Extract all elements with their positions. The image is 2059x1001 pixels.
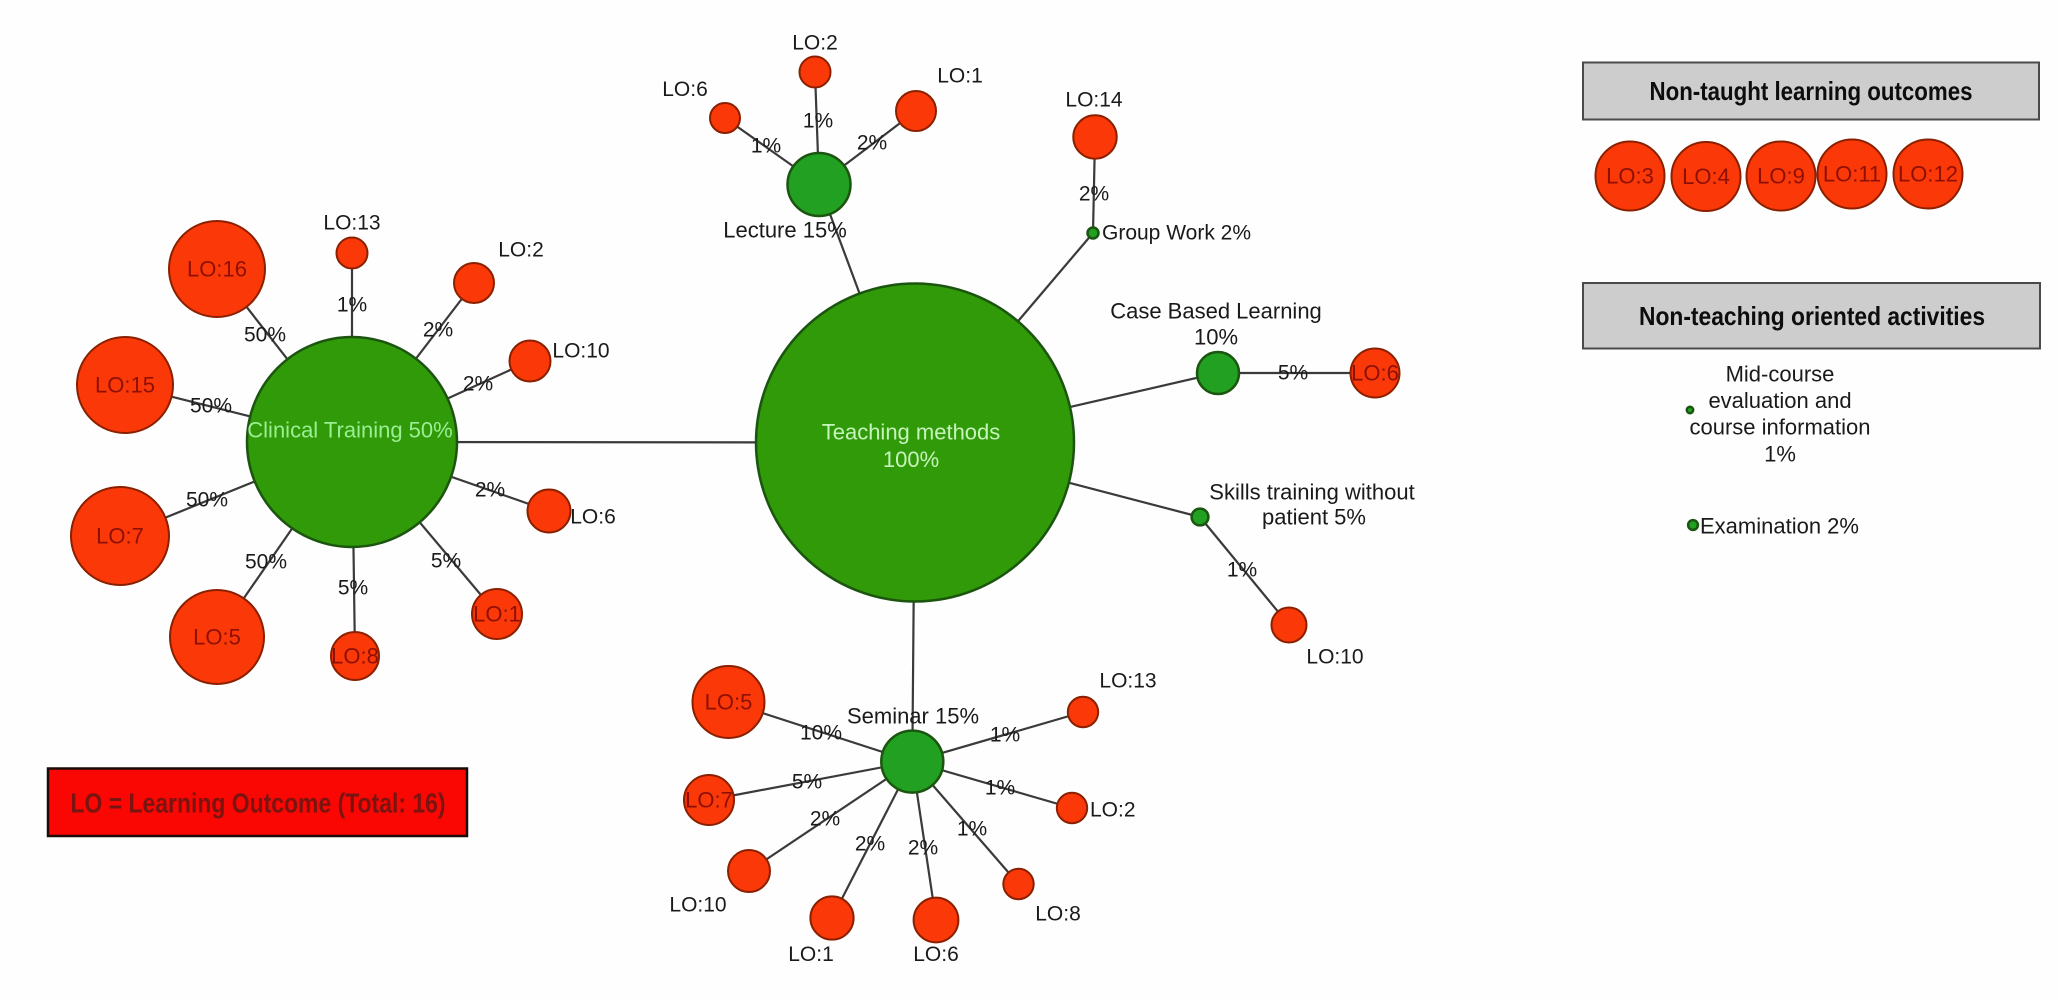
svg-text:10%: 10% (1194, 325, 1238, 350)
svg-text:1%: 1% (1227, 559, 1257, 582)
svg-text:2%: 2% (855, 833, 885, 856)
svg-text:LO:6: LO:6 (913, 943, 959, 966)
svg-text:1%: 1% (957, 818, 987, 841)
svg-text:Mid-course: Mid-course (1726, 362, 1835, 387)
svg-text:1%: 1% (1764, 442, 1796, 467)
svg-text:Non-taught learning outcomes: Non-taught learning outcomes (1650, 76, 1973, 106)
svg-text:5%: 5% (338, 577, 368, 600)
svg-text:2%: 2% (810, 808, 840, 831)
svg-text:patient 5%: patient 5% (1262, 505, 1366, 530)
svg-text:LO:2: LO:2 (1090, 799, 1136, 822)
svg-text:Clinical Training 50%: Clinical Training 50% (247, 418, 452, 443)
svg-text:Case Based Learning: Case Based Learning (1110, 299, 1322, 324)
svg-text:evaluation and: evaluation and (1708, 388, 1851, 413)
svg-text:1%: 1% (985, 777, 1015, 800)
svg-text:LO:8: LO:8 (331, 644, 379, 669)
svg-text:2%: 2% (857, 132, 887, 155)
svg-text:2%: 2% (1079, 183, 1109, 206)
svg-text:2%: 2% (463, 373, 493, 396)
svg-text:LO:2: LO:2 (792, 32, 838, 55)
svg-text:LO:1: LO:1 (937, 65, 983, 88)
svg-text:2%: 2% (423, 319, 453, 342)
svg-text:LO:8: LO:8 (1035, 903, 1081, 926)
svg-text:LO:12: LO:12 (1898, 162, 1958, 187)
svg-text:2%: 2% (908, 837, 938, 860)
svg-text:LO:9: LO:9 (1757, 164, 1805, 189)
svg-text:Teaching methods: Teaching methods (822, 420, 1001, 445)
svg-text:LO:10: LO:10 (552, 340, 609, 363)
svg-text:Lecture 15%: Lecture 15% (723, 218, 847, 243)
svg-text:LO:4: LO:4 (1682, 164, 1730, 189)
svg-text:LO:13: LO:13 (1099, 670, 1156, 693)
svg-text:10%: 10% (800, 722, 842, 745)
svg-text:LO:6: LO:6 (1351, 361, 1399, 386)
svg-text:100%: 100% (883, 447, 939, 472)
svg-text:LO:14: LO:14 (1065, 89, 1123, 112)
svg-text:LO:5: LO:5 (193, 625, 241, 650)
svg-text:1%: 1% (751, 135, 781, 158)
svg-text:Seminar 15%: Seminar 15% (847, 704, 979, 729)
svg-text:5%: 5% (431, 550, 461, 573)
svg-text:50%: 50% (186, 489, 228, 512)
svg-text:1%: 1% (337, 294, 367, 317)
svg-text:LO:1: LO:1 (788, 943, 834, 966)
svg-text:50%: 50% (245, 551, 287, 574)
svg-text:LO:15: LO:15 (95, 373, 155, 398)
svg-text:LO:13: LO:13 (323, 212, 380, 235)
svg-text:LO:3: LO:3 (1606, 164, 1654, 189)
svg-text:2%: 2% (475, 479, 505, 502)
svg-text:LO:2: LO:2 (498, 239, 544, 262)
svg-text:LO:7: LO:7 (96, 524, 144, 549)
svg-text:LO:6: LO:6 (662, 78, 708, 101)
svg-text:LO:1: LO:1 (473, 602, 521, 627)
svg-text:5%: 5% (792, 771, 822, 794)
svg-text:Group Work 2%: Group Work 2% (1102, 222, 1251, 245)
svg-text:Examination 2%: Examination 2% (1700, 514, 1859, 539)
svg-text:50%: 50% (244, 324, 286, 347)
svg-text:LO:10: LO:10 (669, 894, 726, 917)
svg-text:LO = Learning Outcome (Total:: LO = Learning Outcome (Total: 16) (71, 788, 446, 819)
svg-text:LO:5: LO:5 (705, 690, 753, 715)
svg-text:Non-teaching oriented activiti: Non-teaching oriented activities (1639, 301, 1985, 331)
svg-text:5%: 5% (1278, 362, 1308, 385)
svg-text:LO:10: LO:10 (1306, 646, 1363, 669)
svg-text:course information: course information (1690, 415, 1871, 440)
svg-text:LO:16: LO:16 (187, 257, 247, 282)
svg-text:50%: 50% (190, 395, 232, 418)
svg-text:LO:11: LO:11 (1823, 162, 1881, 187)
svg-text:LO:6: LO:6 (570, 506, 616, 529)
svg-text:LO:7: LO:7 (685, 788, 733, 813)
svg-text:1%: 1% (803, 110, 833, 133)
svg-text:Skills training without: Skills training without (1209, 480, 1414, 505)
svg-text:1%: 1% (990, 724, 1020, 747)
